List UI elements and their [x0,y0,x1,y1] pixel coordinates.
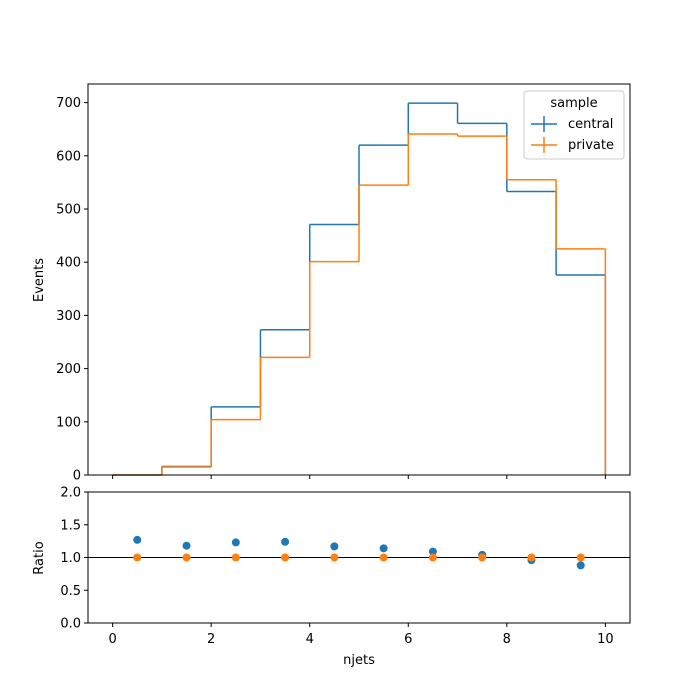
ratio-point-private [379,553,388,562]
ratio-point-private [133,553,142,562]
ratio-x-tick-label: 8 [503,632,511,647]
top-y-tick-label: 0 [73,469,81,484]
ratio-points-layer [133,535,585,570]
ratio-point-central [379,544,388,553]
ratio-y-tick-label: 1.5 [60,518,81,533]
ratio-point-central [182,541,191,550]
ratio-y-tick-label: 0.0 [60,617,81,632]
top-plot-frame [87,83,631,476]
top-x-axis [112,475,606,479]
top-y-tick-label: 600 [56,149,81,164]
legend-entry-central: central [531,116,613,132]
ratio-point-private [478,553,487,562]
ratio-y-tick-label: 1.0 [60,551,81,566]
top-y-axis-label: Events [32,258,47,302]
top-y-tick-label: 500 [56,203,81,218]
ratio-point-central [428,547,437,556]
top-y-tick-label: 300 [56,309,81,324]
top-y-tick-label: 200 [56,362,81,377]
ratio-x-tick-label: 2 [207,632,215,647]
histogram-series-private [112,133,607,476]
ratio-point-central [281,537,290,546]
ratio-point-private [182,553,191,562]
ratio-x-tick-label: 0 [108,632,116,647]
ratio-x-axis: 0 2 4 6 8 10 [108,623,614,647]
ratio-point-private [527,553,536,562]
ratio-point-central [330,542,339,551]
ratio-y-tick-label: 0.5 [60,584,81,599]
ratio-x-tick-label: 6 [404,632,412,647]
events-histogram-panel: 0 100 200 300 400 500 600 700 Events sample cen… [32,83,631,484]
ratio-point-private [231,553,240,562]
legend: sample central private [523,90,625,160]
top-y-tick-label: 100 [56,415,81,430]
legend-title: sample [550,96,597,111]
ratio-point-private [330,553,339,562]
histogram-series-layer [112,102,607,476]
ratio-x-tick-label: 10 [597,632,614,647]
ratio-point-central [133,535,142,544]
ratio-point-private [281,553,290,562]
top-y-axis: 0 100 200 300 400 500 600 700 [56,96,88,484]
ratio-point-central [231,538,240,547]
ratio-y-tick-label: 2.0 [60,486,81,501]
ratio-series-private [133,553,585,562]
legend-label-central: central [568,117,613,132]
ratio-point-central [576,561,585,570]
legend-label-private: private [568,138,614,153]
top-y-tick-label: 700 [56,96,81,111]
ratio-panel: 0 2 4 6 8 10 0.0 0.5 1.0 1.5 2.0 Ratio njets [32,486,631,668]
ratio-y-axis: 0.0 0.5 1.0 1.5 2.0 [60,486,88,632]
ratio-point-private [428,553,437,562]
x-axis-label: njets [343,653,375,668]
legend-entry-private: private [531,137,614,153]
top-y-tick-label: 400 [56,256,81,271]
ratio-x-tick-label: 4 [306,632,314,647]
ratio-point-private [576,553,585,562]
legend-box [523,90,625,160]
ratio-y-axis-label: Ratio [32,541,47,574]
